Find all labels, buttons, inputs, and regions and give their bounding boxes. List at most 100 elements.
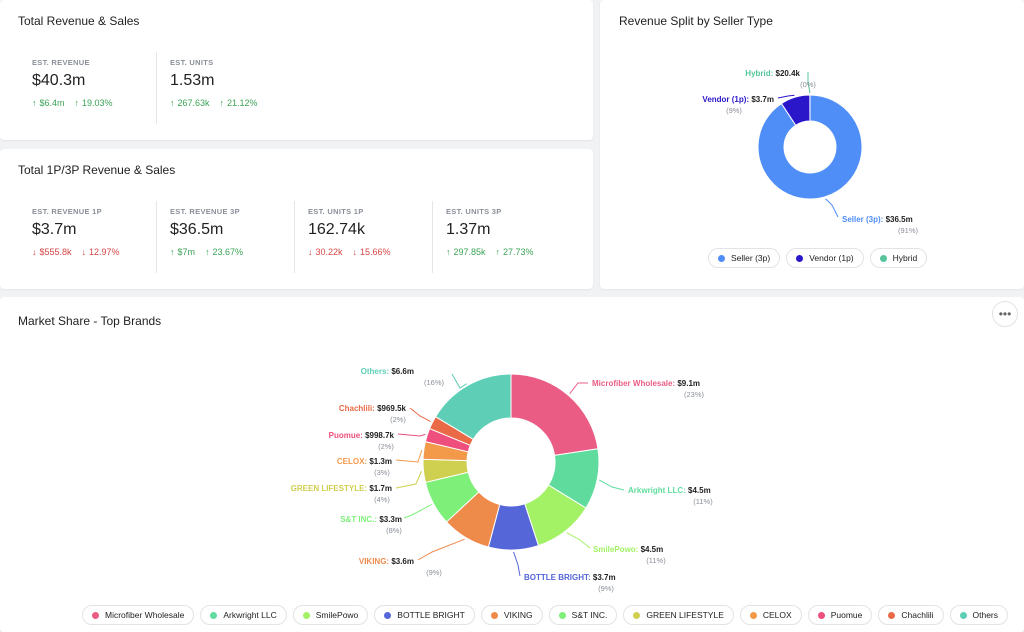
legend-dot-icon [879,254,887,262]
slice-value: $4.5m [641,545,664,554]
label-connector [777,94,795,99]
slice-value: $3.3m [379,515,402,524]
legend-label: VIKING [503,610,533,620]
metric-changes: ↑ $6.4m ↑ 19.03% [32,98,123,108]
more-options-button[interactable]: ••• [992,301,1018,327]
legend-label: Vendor (1p) [809,253,854,263]
slice-name: CELOX: [337,457,369,466]
arrow-up-icon: ↑ [170,247,175,257]
slice-name: Vendor (1p): [702,95,751,104]
slice-value: $4.5m [688,486,711,495]
legend-label: Others [972,610,999,620]
arrow-down-icon: ↓ [32,247,37,257]
legend-item-seller-3p[interactable]: Seller (3p) [708,248,781,268]
slice-label: SmilePowo: $4.5m [593,545,663,554]
slice-microfiber-wholesale[interactable] [510,373,599,456]
metrics-row: EST. REVENUE $40.3m ↑ $6.4m ↑ 19.03% EST. UNIT… [18,48,593,128]
legend-dot-icon [633,611,641,619]
slice-percent: (11%) [646,556,666,565]
slice-vendor-1p[interactable] [780,94,811,126]
legend-item-arkwright-llc[interactable]: Arkwright LLC [200,605,287,625]
arrow-down-icon: ↓ [352,247,358,257]
metric-changes: ↑ 297.85k ↑ 27.73% [446,247,544,257]
slice-value: $1.7m [369,484,392,493]
slice-name: Microfiber Wholesale: [592,379,677,388]
total-1p3p-card: Total 1P/3P Revenue & Sales EST. REVENUE… [0,149,593,289]
metric-change-down: ↓ 15.66% [353,247,391,257]
legend-item-viking[interactable]: VIKING [480,605,543,625]
legend-label: Hybrid [892,253,918,263]
legend-item-green-lifestyle[interactable]: GREEN LIFESTYLE [623,605,734,625]
metric-value: 1.37m [446,221,491,238]
market-share-card: Market Share - Top Brands ••• Microfiber… [0,297,1024,632]
metric-panel: EST. UNITS 1.53m ↑ 267.63k ↑ 21.12% [156,48,294,140]
legend-dot-icon [749,611,757,619]
slice-name: Hybrid: [745,69,775,78]
metric-change-value: 23.67% [212,247,244,257]
legend-item-microfiber-wholesale[interactable]: Microfiber Wholesale [82,605,195,625]
legend-item-vendor-1p[interactable]: Vendor (1p) [786,248,864,268]
metric-change-down: ↓ 12.97% [82,247,120,257]
slice-label: Puomue: $998.7k [329,431,395,440]
label-connector [513,551,521,577]
label-connector [395,470,422,489]
slice-name: BOTTLE BRIGHT: [524,573,593,582]
label-connector [807,72,811,94]
legend-item-bottle-bright[interactable]: BOTTLE BRIGHT [374,605,475,625]
seller-type-legend: Seller (3p) Vendor (1p) Hybrid [708,248,928,268]
metric-changes: ↑ $7m ↑ 23.67% [170,247,253,257]
legend-item-puomue[interactable]: Puomue [807,605,873,625]
metric-change-up: ↑ 27.73% [496,247,534,257]
metric-panel: EST. UNITS 3P 1.37m ↑ 297.85k ↑ 27.73% [432,197,570,289]
legend-item-s-t-inc[interactable]: S&T INC. [548,605,618,625]
slice-label: BOTTLE BRIGHT: $3.7m [524,573,616,582]
legend-label: Seller (3p) [731,253,771,263]
slice-value: $969.5k [377,404,406,413]
legend-dot-icon [888,611,896,619]
legend-dot-icon [92,611,99,619]
slice-percent: (9%) [598,584,614,593]
metric-value: $3.7m [32,221,77,238]
slice-label: GREEN LIFESTYLE: $1.7m [291,484,392,493]
metric-value: 1.53m [170,72,215,89]
slice-label: VIKING: $3.6m [359,557,414,566]
market-share-legend: Microfiber Wholesale Arkwright LLC SmilePo… [82,605,1009,625]
legend-label: S&T INC. [571,610,608,620]
metric-label: EST. REVENUE [32,58,90,67]
legend-dot-icon [718,254,725,262]
legend-dot-icon [302,611,310,619]
label-connector [409,407,431,423]
legend-item-others[interactable]: Others [949,605,1009,625]
metric-label: EST. REVENUE 1P [32,207,102,216]
slice-others[interactable] [434,373,512,441]
legend-item-chachlili[interactable]: Chachlili [878,605,944,625]
legend-dot-icon [210,611,218,619]
metric-change-up: ↑ $6.4m [32,98,65,108]
metric-divider [432,201,433,273]
slice-name: Seller (3p): [842,215,886,224]
slice-seller-3p[interactable] [757,94,863,200]
metric-change-down: ↓ $555.8k [32,247,72,257]
arrow-up-icon: ↑ [32,98,37,108]
legend-label: GREEN LIFESTYLE [646,610,724,620]
label-connector [417,538,465,561]
metric-change-value: 30.22k [315,247,343,257]
slice-value: $9.1m [677,379,700,388]
more-horizontal-icon: ••• [998,307,1012,321]
slice-percent: (11%) [693,497,713,506]
legend-item-smilepowo[interactable]: SmilePowo [292,605,369,625]
slice-name: S&T INC.: [340,515,379,524]
slice-percent: (9%) [726,106,742,115]
metrics-row: EST. REVENUE 1P $3.7m ↓ $555.8k ↓ 12.97% EST. … [18,197,593,277]
slice-percent: (23%) [684,390,705,399]
arrow-down-icon: ↓ [81,247,87,257]
metric-change-down: ↓ 30.22k [308,247,343,257]
slice-label: Arkwright LLC: $4.5m [628,486,711,495]
slice-label: Microfiber Wholesale: $9.1m [592,379,700,388]
slice-name: Chachlili: [339,404,377,413]
legend-item-hybrid[interactable]: Hybrid [869,248,928,268]
seller-type-card: Revenue Split by Seller Type Seller (3p)… [600,0,1024,289]
slice-percent: (91%) [898,226,919,235]
metric-divider [156,52,157,124]
legend-item-celox[interactable]: CELOX [739,605,802,625]
